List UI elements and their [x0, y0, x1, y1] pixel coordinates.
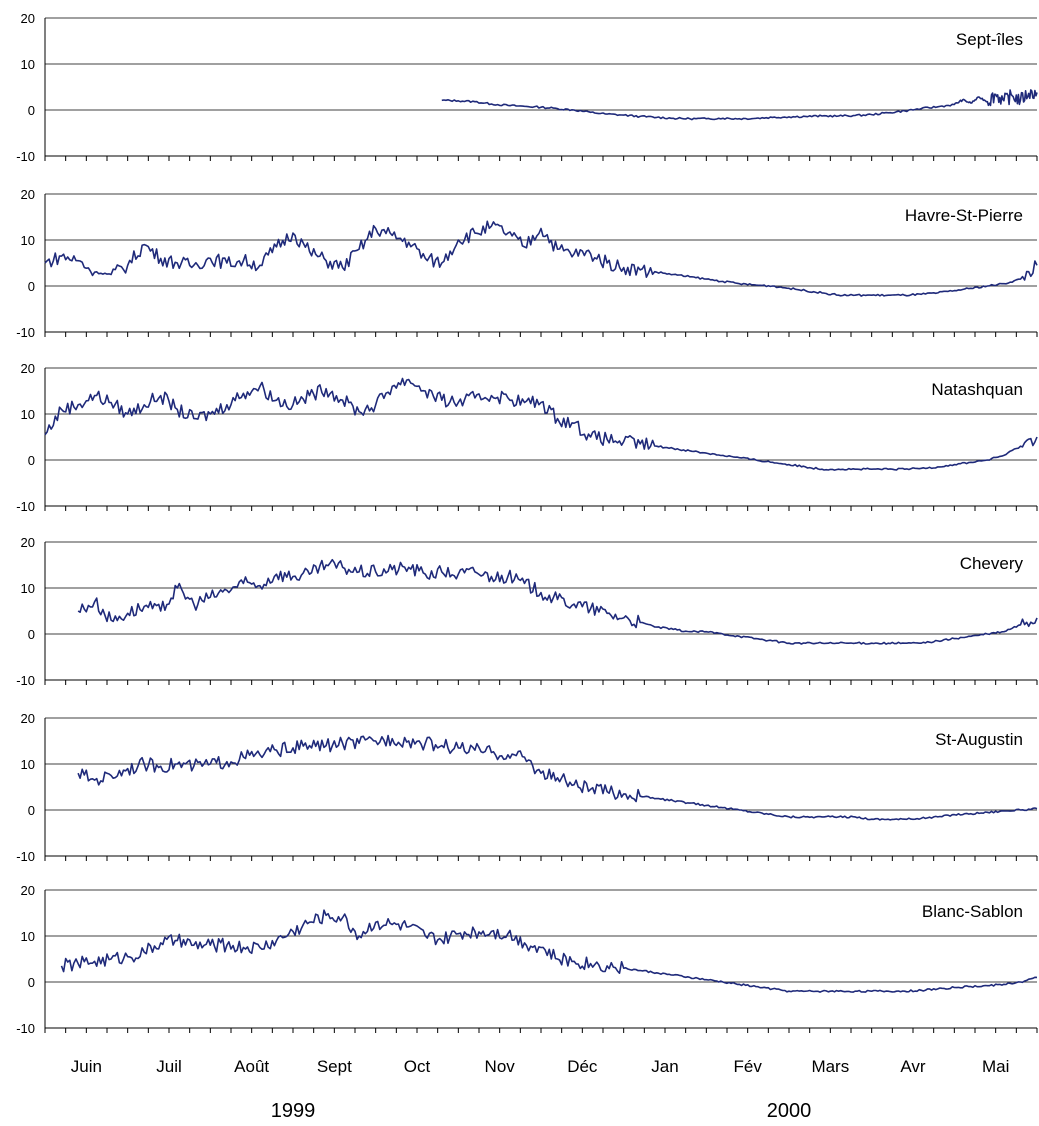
y-tick-label: 0 [28, 279, 35, 294]
y-tick-label: 10 [21, 757, 35, 772]
y-tick-label: -10 [16, 325, 35, 340]
month-label: Sept [317, 1057, 352, 1076]
series-label: Sept-îles [956, 30, 1023, 49]
y-tick-label: 20 [21, 187, 35, 202]
y-tick-label: 10 [21, 581, 35, 596]
y-tick-label: -10 [16, 673, 35, 688]
year-labels: 1999 2000 [271, 1100, 812, 1122]
month-label: Oct [404, 1057, 431, 1076]
series-line [77, 734, 1038, 821]
series-label: St-Augustin [935, 730, 1023, 749]
y-tick-label: -10 [16, 1021, 35, 1036]
series-line [44, 220, 1038, 297]
y-tick-label: 20 [21, 361, 35, 376]
series-line [441, 89, 1038, 121]
y-tick-label: 0 [28, 975, 35, 990]
panel-chevery: -10 0 10 20 Chevery [16, 535, 1038, 688]
y-tick-label: -10 [16, 149, 35, 164]
y-tick-label: 0 [28, 103, 35, 118]
panel-blanc-sablon: -10 0 10 20 Blanc-Sablon [16, 883, 1038, 1036]
month-label: Nov [485, 1057, 516, 1076]
y-tick-label: 0 [28, 803, 35, 818]
panel-havre-st-pierre: -10 0 10 20 Havre-St-Pierre [16, 187, 1038, 340]
panels: -10 0 10 20 Sept-îles -10 0 10 20 Havre-St-Pierre… [16, 11, 1038, 1036]
month-labels: Juin Juil Août Sept Oct Nov Déc Jan Fév Mars Avr Ma… [71, 1057, 1010, 1076]
y-tick-label: 20 [21, 883, 35, 898]
y-tick-label: 10 [21, 57, 35, 72]
year-label: 2000 [767, 1100, 812, 1122]
series-line [77, 558, 1038, 645]
month-label: Mars [811, 1057, 849, 1076]
series-line [44, 377, 1038, 471]
month-label: Août [234, 1057, 269, 1076]
year-label: 1999 [271, 1100, 316, 1122]
panel-sept-les: -10 0 10 20 Sept-îles [16, 11, 1038, 164]
month-label: Juil [156, 1057, 182, 1076]
month-label: Déc [567, 1057, 598, 1076]
y-tick-label: 20 [21, 11, 35, 26]
panel-st-augustin: -10 0 10 20 St-Augustin [16, 711, 1038, 864]
y-tick-label: 10 [21, 929, 35, 944]
y-tick-label: 20 [21, 535, 35, 550]
month-label: Juin [71, 1057, 102, 1076]
month-label: Jan [651, 1057, 678, 1076]
y-tick-label: -10 [16, 849, 35, 864]
y-tick-label: 0 [28, 453, 35, 468]
panel-natashquan: -10 0 10 20 Natashquan [16, 361, 1038, 514]
series-label: Havre-St-Pierre [905, 206, 1023, 225]
y-tick-label: 10 [21, 407, 35, 422]
y-tick-label: 10 [21, 233, 35, 248]
series-line [60, 909, 1038, 993]
y-tick-label: -10 [16, 499, 35, 514]
month-label: Mai [982, 1057, 1009, 1076]
month-label: Avr [900, 1057, 926, 1076]
series-label: Chevery [960, 554, 1024, 573]
y-tick-label: 20 [21, 711, 35, 726]
month-label: Fév [733, 1057, 762, 1076]
y-tick-label: 0 [28, 627, 35, 642]
series-label: Natashquan [931, 380, 1023, 399]
series-label: Blanc-Sablon [922, 902, 1023, 921]
